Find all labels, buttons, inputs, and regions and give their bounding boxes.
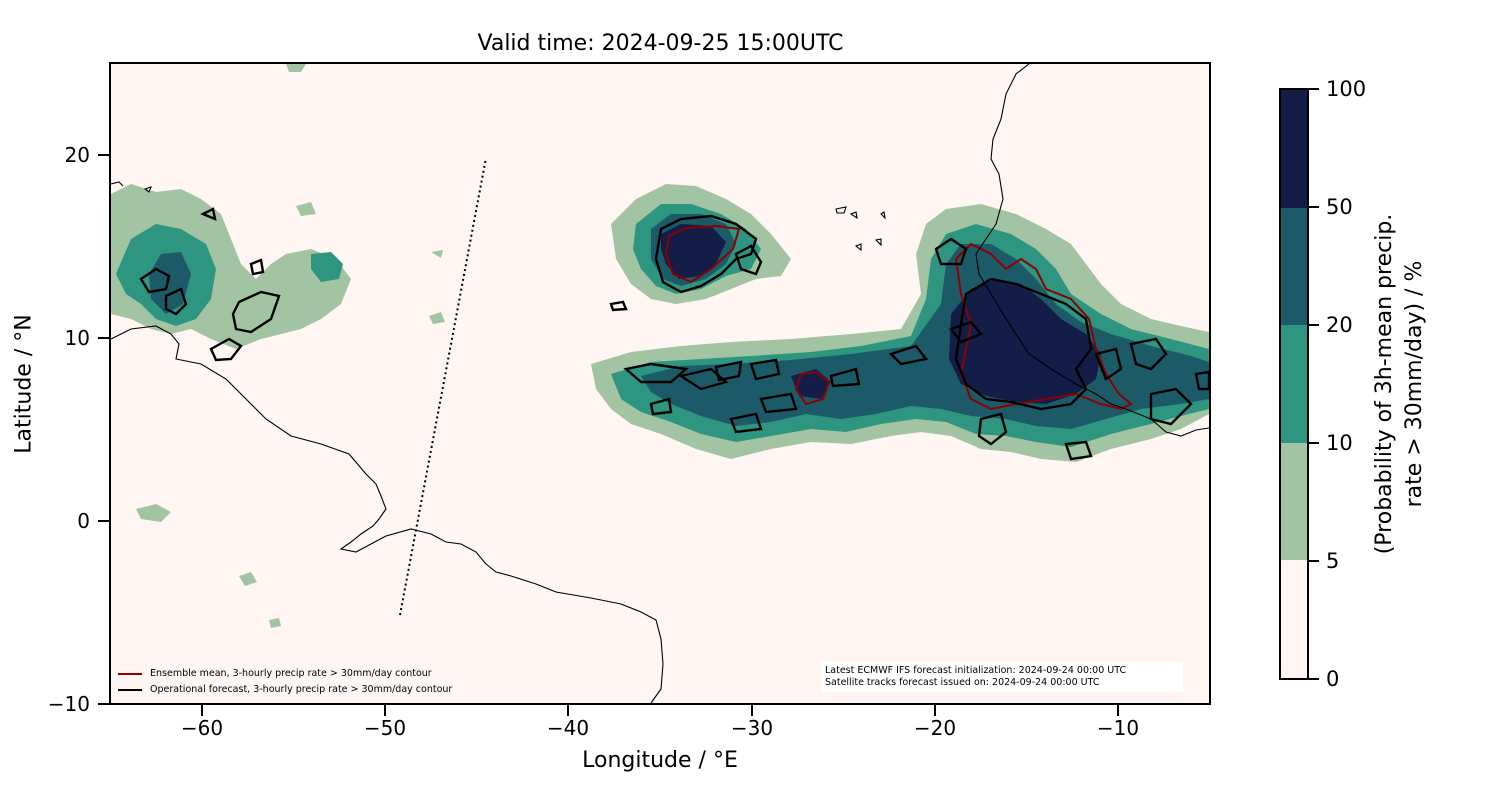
colorbar-label-10: 10 — [1326, 431, 1353, 455]
colorbar-label-20: 20 — [1326, 313, 1353, 337]
xtick-label-neg30: −30 — [730, 716, 774, 740]
map-plot-area — [109, 62, 1211, 705]
probability-field — [111, 64, 1209, 628]
y-axis-title: Latitude / °N — [11, 314, 37, 454]
xtick-label-neg20: −20 — [913, 716, 957, 740]
colorbar-label-100: 100 — [1326, 77, 1367, 101]
colorbar-segment-5-10 — [1281, 442, 1307, 561]
legend-line-red — [118, 673, 142, 675]
colorbar-tick — [1309, 678, 1319, 680]
colorbar-tick — [1309, 324, 1319, 326]
colorbar-title-line1: (Probability of 3h-mean precip. — [1372, 213, 1397, 555]
colorbar-tick — [1309, 560, 1319, 562]
satellite-track-issue-text: Satellite tracks forecast issued on: 202… — [825, 677, 1100, 688]
xtick-mark — [1117, 705, 1119, 716]
xtick-mark — [567, 705, 569, 716]
xtick-mark — [934, 705, 936, 716]
legend-label: Operational forecast, 3-hourly precip ra… — [150, 684, 453, 695]
colorbar-title-line2: rate > 30mm/day) / % — [1402, 260, 1427, 508]
colorbar-tick — [1309, 88, 1319, 90]
colorbar-label-5: 5 — [1326, 549, 1340, 573]
legend-item-operational: Operational forecast, 3-hourly precip ra… — [118, 682, 452, 698]
colorbar-segment-20-50 — [1281, 207, 1307, 326]
colorbar-title: (Probability of 3h-mean precip. rate > 3… — [1370, 214, 1430, 555]
forecast-info-box: Latest ECMWF IFS forecast initialization… — [821, 662, 1183, 692]
ytick-label-10: 10 — [64, 326, 90, 350]
xtick-mark — [384, 705, 386, 716]
colorbar-tick — [1309, 442, 1319, 444]
ytick-label-neg10: −10 — [47, 692, 90, 716]
ytick-mark — [98, 337, 109, 339]
colorbar-segment-50-100 — [1281, 90, 1307, 208]
legend-label: Ensemble mean, 3-hourly precip rate > 30… — [150, 668, 432, 679]
coastline — [111, 64, 1209, 703]
ytick-mark — [98, 520, 109, 522]
colorbar-label-0: 0 — [1326, 667, 1340, 691]
xtick-label-neg10: −10 — [1096, 716, 1140, 740]
map-svg — [111, 64, 1209, 703]
colorbar-segment-10-20 — [1281, 325, 1307, 443]
x-axis-title: Longitude / °E — [582, 748, 738, 773]
ytick-mark — [98, 154, 109, 156]
xtick-label-neg40: −40 — [546, 716, 590, 740]
legend-line-black — [118, 689, 142, 691]
xtick-mark — [201, 705, 203, 716]
legend-item-ensemble-mean: Ensemble mean, 3-hourly precip rate > 30… — [118, 666, 452, 682]
xtick-mark — [751, 705, 753, 716]
colorbar-label-50: 50 — [1326, 195, 1353, 219]
xtick-label-neg60: −60 — [180, 716, 224, 740]
ytick-label-0: 0 — [77, 509, 90, 533]
forecast-init-text: Latest ECMWF IFS forecast initialization… — [825, 665, 1127, 676]
operational-contours — [139, 207, 1209, 461]
colorbar-segment-0-5 — [1281, 560, 1307, 678]
map-legend: Ensemble mean, 3-hourly precip rate > 30… — [114, 664, 457, 700]
chart-title: Valid time: 2024-09-25 15:00UTC — [477, 31, 844, 56]
colorbar — [1279, 88, 1309, 680]
colorbar-tick — [1309, 206, 1319, 208]
satellite-track — [399, 157, 487, 616]
ytick-mark — [98, 703, 109, 705]
ytick-label-20: 20 — [64, 143, 90, 167]
xtick-label-neg50: −50 — [363, 716, 407, 740]
